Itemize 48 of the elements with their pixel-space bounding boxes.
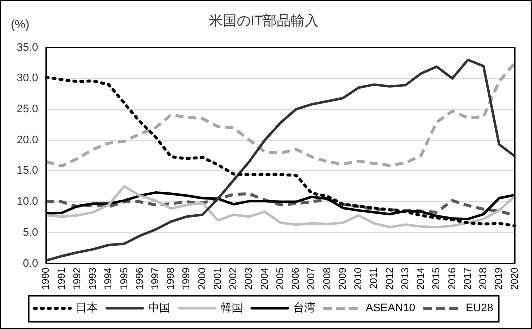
x-tick-label: 1992 [72,267,84,290]
x-tick-label: 1995 [119,267,130,290]
x-tick-label: 2008 [322,267,334,290]
y-tick-label: 35.0 [16,42,38,54]
line-series [44,62,516,168]
x-tick-label: 2012 [384,267,396,290]
x-tick-label: 2019 [494,267,506,290]
y-tick-label: 0.0 [23,258,38,270]
x-tick-label: 1996 [134,267,146,290]
y-tick-label: 5.0 [23,226,38,239]
chart-title: 米国のIT部品輸入 [208,12,320,28]
x-tick-label: 1994 [104,267,115,290]
y-axis-title: (%) [11,17,30,32]
y-tick-label: 20.0 [16,134,38,146]
x-tick-label: 2003 [244,267,256,290]
x-tick-label: 2016 [447,267,458,290]
y-tick-label: 10.0 [16,196,38,208]
x-tick-label: 1990 [41,267,52,290]
x-tick-label: 1998 [166,267,178,290]
y-tick-label: 30.0 [16,72,38,85]
legend-label: 韓国 [220,302,243,315]
x-tick-label: 2013 [400,267,412,290]
x-tick-label: 2007 [306,267,318,290]
x-tick-label: 1991 [56,267,68,290]
legend-label: EU28 [466,302,494,315]
x-tick-label: 1997 [150,267,162,290]
x-tick-label: 2015 [432,267,443,290]
y-tick-label: 15.0 [16,165,38,178]
x-tick-label: 2004 [260,267,271,290]
x-tick-label: 2020 [510,267,521,290]
legend-label: 日本 [76,302,98,315]
x-tick-label: 2000 [197,267,208,290]
x-tick-label: 2017 [462,267,474,290]
legend-label: 中国 [148,302,170,315]
legend-label: 台湾 [293,302,316,315]
x-tick-label: 2011 [369,267,380,290]
x-tick-label: 1999 [182,267,193,290]
x-tick-label: 1993 [88,267,100,290]
x-tick-label: 2010 [354,267,365,290]
x-tick-label: 2018 [478,267,490,290]
x-tick-label: 2005 [275,267,286,290]
x-tick-label: 2009 [338,267,349,290]
x-tick-label: 2001 [212,267,224,290]
x-tick-label: 2002 [228,267,240,290]
legend-label: ASEAN10 [366,302,416,315]
x-tick-label: 2006 [291,267,302,290]
x-tick-label: 2014 [416,267,428,290]
y-tick-label: 25.0 [16,104,38,116]
